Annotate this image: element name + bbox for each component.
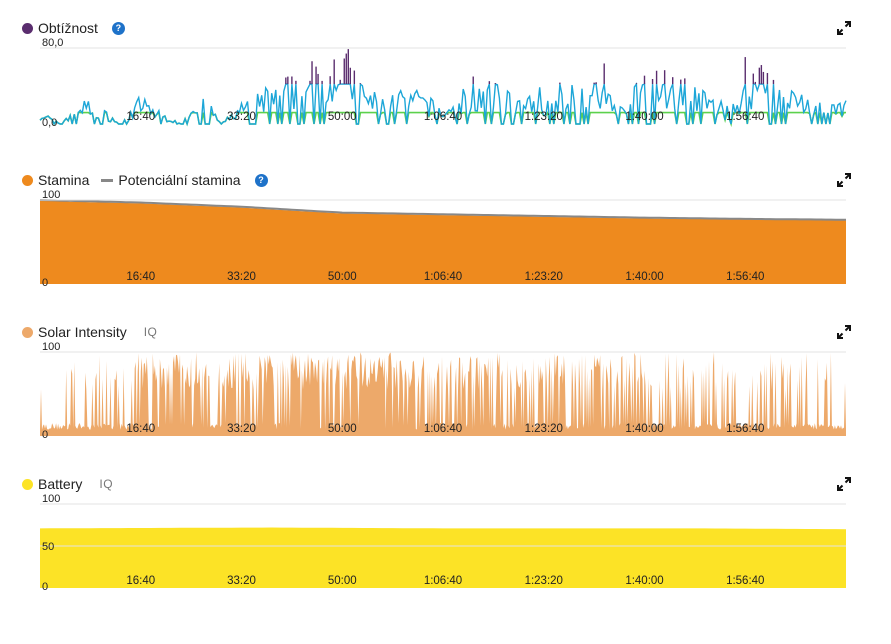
difficulty-legend-label[interactable]: Obtížnost xyxy=(38,20,98,36)
x-tick-label: 1:23:20 xyxy=(525,423,563,435)
solar-chart: 100 0 16:40 33:20 50:00 1:06:40 1:23:20 1:40:00… xyxy=(40,341,846,441)
x-tick-label: 50:00 xyxy=(328,575,357,587)
x-tick-label: 33:20 xyxy=(227,271,256,283)
stamina-area xyxy=(40,200,846,284)
x-tick-label: 50:00 xyxy=(328,271,357,283)
stamina-chart: 100 0 16:40 33:20 50:00 1:06:40 1:23:20 1:40:00… xyxy=(39,189,846,289)
solar-area xyxy=(40,352,846,436)
y-min-label: 0 xyxy=(42,581,48,593)
x-tick-label: 1:40:00 xyxy=(625,423,663,435)
x-tick-label: 1:56:40 xyxy=(726,423,764,435)
stamina-legend-label[interactable]: Stamina xyxy=(38,172,90,188)
battery-chart: 100 50 0 16:40 33:20 50:00 1:06:40 1:23:20 1:40:… xyxy=(40,493,846,593)
difficulty-chart: 80,0 0,0 16:40 33:20 50:00 1:06:40 1:23:20 1:40… xyxy=(39,37,847,129)
battery-area xyxy=(40,527,846,588)
solar-legend-label[interactable]: Solar Intensity xyxy=(38,324,127,340)
x-tick-label: 1:56:40 xyxy=(726,271,764,283)
expand-icon[interactable] xyxy=(837,325,851,339)
solar-legend: Solar Intensity IQ xyxy=(22,322,157,342)
x-tick-label: 33:20 xyxy=(227,423,256,435)
battery-legend: Battery IQ xyxy=(22,474,113,494)
expand-icon[interactable] xyxy=(837,477,851,491)
help-icon[interactable]: ? xyxy=(111,21,125,35)
x-tick-label: 1:56:40 xyxy=(726,111,764,123)
iq-badge: IQ xyxy=(143,325,158,339)
x-tick-label: 1:06:40 xyxy=(424,111,462,123)
potential-stamina-legend-line xyxy=(101,178,114,182)
y-mid-label: 50 xyxy=(42,541,54,553)
x-tick-label: 33:20 xyxy=(227,575,256,587)
x-tick-label: 1:06:40 xyxy=(424,575,462,587)
potential-stamina-legend-label[interactable]: Potenciální stamina xyxy=(118,172,241,188)
y-max-label: 100 xyxy=(42,493,60,505)
help-icon[interactable]: ? xyxy=(254,173,268,187)
x-tick-label: 1:23:20 xyxy=(525,271,563,283)
x-tick-label: 1:40:00 xyxy=(625,111,663,123)
expand-icon[interactable] xyxy=(837,21,851,35)
x-tick-label: 1:23:20 xyxy=(525,575,563,587)
iq-badge: IQ xyxy=(99,477,114,491)
difficulty-legend: Obtížnost ? xyxy=(22,18,125,38)
y-max-label: 80,0 xyxy=(42,37,63,49)
difficulty-panel: Obtížnost ? 80,0 0,0 16:40 33:20 50:00 1:06:4… xyxy=(0,18,891,143)
battery-legend-label[interactable]: Battery xyxy=(38,476,83,492)
x-tick-label: 16:40 xyxy=(126,271,155,283)
x-tick-label: 16:40 xyxy=(126,111,155,123)
x-tick-label: 16:40 xyxy=(126,423,155,435)
stamina-legend-dot xyxy=(22,174,33,186)
y-min-label: 0,0 xyxy=(42,117,57,129)
x-tick-label: 16:40 xyxy=(126,575,155,587)
y-max-label: 100 xyxy=(42,189,60,201)
battery-panel: Battery IQ 100 50 0 16:40 33:20 50:00 1:06:40 1… xyxy=(0,474,891,604)
solar-legend-dot xyxy=(22,326,33,338)
x-tick-label: 1:06:40 xyxy=(424,423,462,435)
x-tick-label: 1:40:00 xyxy=(625,575,663,587)
difficulty-legend-dot xyxy=(22,22,33,34)
solar-panel: Solar Intensity IQ 100 0 16:40 33:20 50:00 1:… xyxy=(0,322,891,452)
expand-icon[interactable] xyxy=(837,173,851,187)
x-tick-label: 33:20 xyxy=(227,111,256,123)
difficulty-line-mid xyxy=(39,82,847,127)
x-tick-label: 1:40:00 xyxy=(625,271,663,283)
potential-stamina-line xyxy=(39,199,846,221)
y-max-label: 100 xyxy=(42,341,60,353)
x-tick-label: 50:00 xyxy=(328,111,357,123)
x-tick-label: 50:00 xyxy=(328,423,357,435)
y-min-label: 0 xyxy=(42,429,48,441)
x-tick-label: 1:06:40 xyxy=(424,271,462,283)
x-tick-label: 1:56:40 xyxy=(726,575,764,587)
stamina-legend: Stamina Potenciální stamina ? xyxy=(22,170,268,190)
x-tick-label: 1:23:20 xyxy=(525,111,563,123)
battery-legend-dot xyxy=(22,478,33,490)
stamina-panel: Stamina Potenciální stamina ? 100 0 16:40 3… xyxy=(0,170,891,300)
y-min-label: 0 xyxy=(42,277,48,289)
